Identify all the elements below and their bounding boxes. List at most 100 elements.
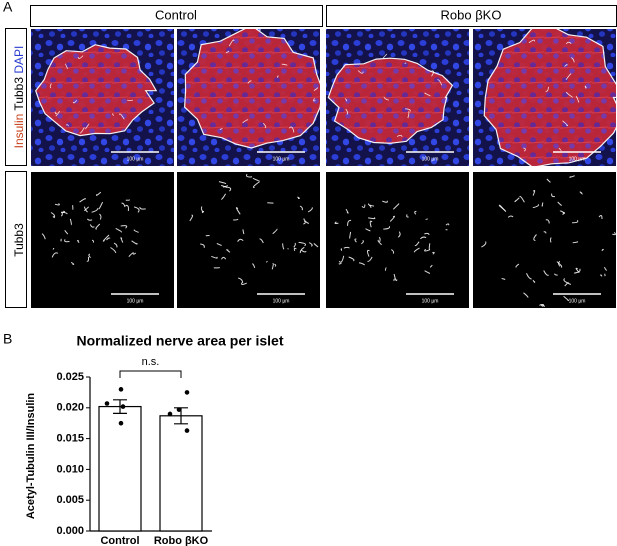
nerve-fiber — [572, 219, 579, 224]
scale-bar-label: 100 µm — [273, 156, 290, 162]
scale-bar-label: 100 µm — [569, 156, 586, 162]
nerve-fiber — [86, 218, 93, 221]
nerve-fiber — [569, 175, 575, 178]
nerve-fiber — [523, 292, 529, 298]
nerve-fiber — [515, 263, 520, 268]
nerve-fiber — [545, 219, 550, 224]
nerve-fiber — [222, 185, 229, 188]
nerve-fiber — [532, 279, 536, 283]
nerve-fiber — [360, 239, 364, 245]
micrograph-content: 100 µm — [31, 29, 174, 166]
nerve-fiber — [121, 202, 126, 208]
nerve-fiber — [604, 266, 607, 271]
nerve-fiber — [598, 215, 603, 220]
nerve-fiber — [259, 29, 261, 32]
nerve-fiber — [128, 252, 134, 258]
nerve-fiber — [52, 216, 55, 219]
nerve-fiber — [303, 220, 306, 225]
nerve-fiber — [397, 231, 401, 238]
chart-title: Normalized nerve area per islet — [77, 333, 284, 349]
nerve-fiber — [563, 278, 571, 285]
nerve-fiber — [200, 243, 205, 248]
micrograph: 100 µm — [177, 29, 320, 166]
nerve-fiber — [358, 262, 365, 266]
nerve-fiber — [247, 80, 252, 84]
nerve-fiber — [432, 251, 435, 255]
nerve-fiber — [445, 223, 450, 226]
nerve-fiber — [233, 218, 239, 221]
nerve-fiber — [252, 181, 260, 189]
islet — [35, 44, 158, 137]
nerve-fiber — [54, 111, 58, 115]
nerve-fiber — [424, 232, 430, 236]
nerve-fiber — [543, 270, 549, 276]
nerve-fiber — [430, 264, 433, 268]
nerve-fiber — [545, 86, 549, 92]
nerve-fiber — [91, 208, 99, 213]
column-header: Robo βKO — [441, 7, 502, 22]
nerve-fiber — [313, 243, 319, 248]
stain-label: DAPI — [12, 46, 26, 74]
nerve-fiber — [62, 211, 68, 215]
nerve-fiber — [98, 201, 104, 210]
nerve-fiber — [252, 263, 256, 269]
nerve-fiber — [200, 206, 204, 213]
nerve-fiber — [220, 193, 227, 200]
nerve-fiber — [277, 75, 279, 78]
nerve-fiber — [348, 256, 355, 262]
nerve-fiber — [382, 200, 388, 203]
bar — [159, 415, 203, 532]
nerve-fiber — [507, 215, 514, 218]
nerve-fiber — [70, 261, 75, 265]
nerve-fiber — [368, 217, 376, 220]
nerve-fiber — [237, 238, 244, 242]
islet — [183, 29, 320, 149]
nerve-fiber — [539, 303, 546, 308]
nerve-fiber — [218, 181, 227, 185]
micrograph: 100 µm — [473, 172, 616, 308]
nerve-fiber — [216, 243, 222, 246]
nerve-fiber — [579, 191, 583, 195]
data-point — [120, 404, 126, 409]
nerve-fiber — [201, 210, 205, 214]
nerve-fiber — [211, 255, 218, 259]
nerve-fiber — [391, 249, 395, 254]
nerve-fiber — [437, 79, 443, 86]
nerve-fiber — [498, 205, 506, 212]
nerve-fiber — [413, 247, 420, 253]
column-header-box — [30, 5, 323, 27]
scale-bar-label: 100 µm — [273, 298, 290, 304]
nerve-fiber — [307, 207, 313, 213]
nerve-fiber — [406, 214, 409, 218]
nerve-fiber — [404, 62, 407, 64]
row-label-box — [5, 28, 27, 166]
bar — [98, 405, 142, 532]
row-label: Insulin Tubb3 DAPI — [12, 46, 26, 149]
nerve-fiber — [378, 236, 381, 243]
nerve-fiber — [575, 267, 580, 274]
nerve-fiber — [271, 262, 274, 270]
nerve-fiber — [571, 57, 575, 63]
nerve-fiber — [565, 92, 573, 98]
row-label-box — [5, 171, 27, 308]
scale-bar-label: 100 µm — [569, 298, 586, 304]
nerve-fiber — [369, 220, 373, 228]
nerve-fiber — [344, 98, 348, 102]
nerve-fiber — [133, 206, 140, 213]
nerve-fiber — [226, 249, 231, 253]
nerve-fiber — [259, 238, 264, 244]
nerve-fiber — [551, 193, 556, 198]
nerve-fiber — [139, 207, 146, 210]
nerve-fiber — [565, 41, 572, 45]
nerve-fiber — [77, 55, 84, 59]
data-point — [167, 411, 173, 417]
y-tick-label: 0.020 — [56, 402, 84, 414]
nerve-fiber — [393, 278, 396, 282]
nerve-fiber — [584, 85, 587, 89]
nerve-fiber — [367, 256, 373, 262]
nerve-fiber — [558, 260, 561, 267]
micrograph-content: 100 µm — [326, 29, 469, 166]
nerve-fiber — [407, 111, 410, 119]
nerve-fiber — [226, 186, 232, 192]
image-background — [326, 172, 469, 308]
